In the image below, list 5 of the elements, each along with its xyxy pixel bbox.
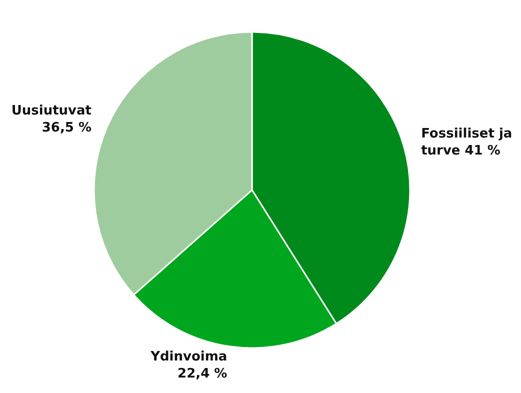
data-label: 22,4 % <box>178 366 228 382</box>
slice-label: Fossiiliset ja turve 41 % <box>421 126 512 159</box>
slice-label: Ydinvoima <box>150 350 228 365</box>
slice-label: Uusiutuvat <box>11 103 92 118</box>
data-label: 36,5 % <box>42 120 92 136</box>
